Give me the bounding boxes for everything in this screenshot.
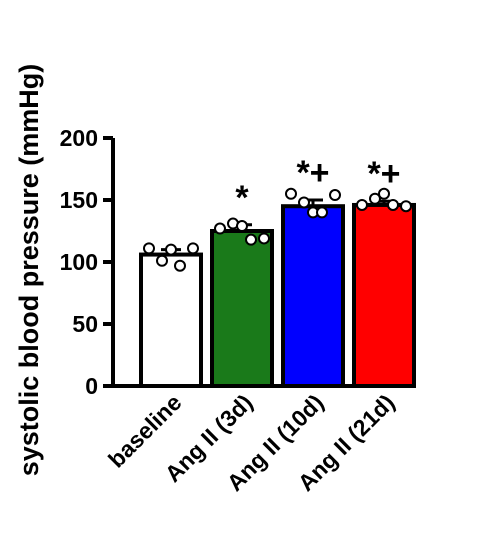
data-point [187,242,199,255]
data-point [400,200,412,213]
bar-3 [281,204,345,388]
data-point [387,198,399,211]
data-point [316,206,328,219]
y-tick-label: 0 [85,373,98,399]
y-tick-label: 100 [60,249,98,275]
data-point [156,254,168,267]
bar-2 [210,229,274,388]
significance-marker: *+ [296,154,329,192]
data-point [285,187,297,200]
significance-marker: * [235,179,249,217]
data-point [258,232,270,245]
bar-1 [139,252,203,388]
bar-4 [352,202,416,388]
significance-marker: *+ [367,155,400,193]
data-point [245,233,257,246]
data-point [356,198,368,211]
data-point [369,192,381,205]
y-tick-label: 150 [60,187,98,213]
data-point [378,187,390,200]
y-tick-label: 200 [60,125,98,151]
data-point [329,189,341,202]
data-point [214,222,226,235]
y-tick-label: 50 [72,311,98,337]
data-point [165,243,177,256]
data-point [143,242,155,255]
data-point [236,220,248,233]
y-axis-label: systolic blood pressure (mmHg) [14,64,44,477]
data-point [174,259,186,272]
data-point [298,196,310,209]
